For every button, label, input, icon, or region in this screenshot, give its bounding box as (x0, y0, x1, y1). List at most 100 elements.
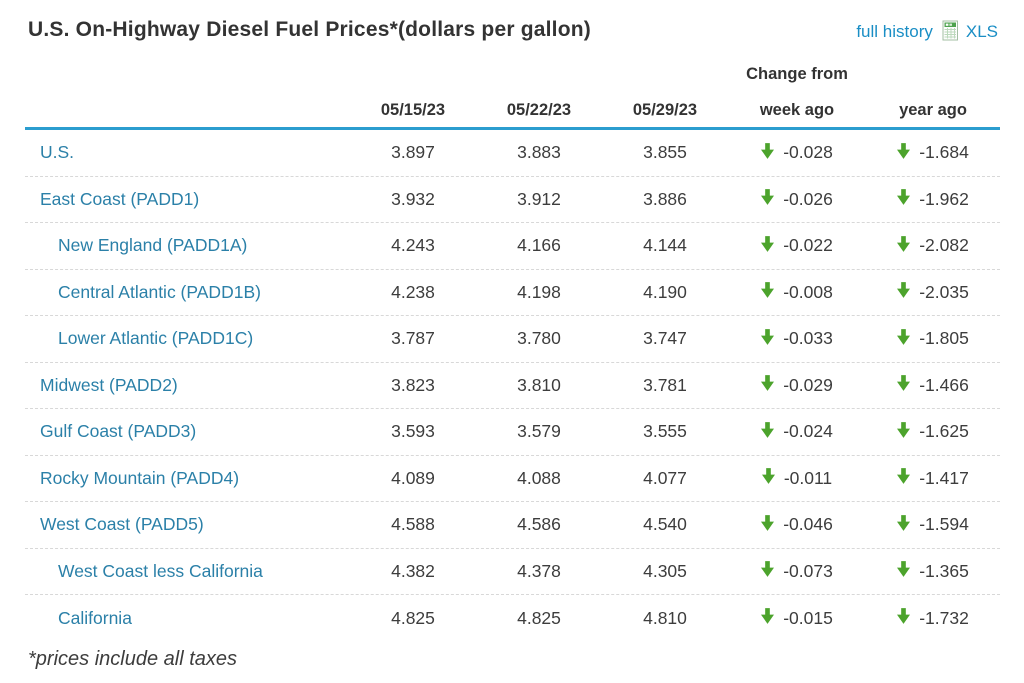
price-value: 3.883 (517, 142, 561, 163)
down-arrow-icon (897, 561, 911, 582)
price-value: 3.855 (643, 142, 687, 163)
year-change-cell: -1.732 (866, 607, 1000, 629)
year-change-cell: -1.962 (866, 188, 1000, 210)
price-value: 3.781 (643, 374, 687, 395)
region-link[interactable]: West Coast (PADD5) (40, 514, 204, 535)
week-change-value: -0.024 (783, 421, 833, 442)
table-row: U.S. 3.897 3.883 3.855 -0.028 -1.684 (25, 130, 1000, 177)
week-change-value: -0.015 (783, 607, 833, 628)
date-column-header: 05/29/23 (632, 101, 698, 119)
week-change-value: -0.011 (783, 467, 833, 488)
region-link[interactable]: Lower Atlantic (PADD1C) (58, 328, 254, 349)
price-value: 3.810 (517, 374, 561, 395)
week-change-cell: -0.046 (728, 514, 866, 536)
price-value: 3.823 (391, 374, 435, 395)
region-link[interactable]: New England (PADD1A) (58, 235, 248, 256)
price-value: 4.243 (391, 235, 435, 256)
down-arrow-icon (897, 468, 911, 489)
week-change-cell: -0.022 (728, 235, 866, 257)
table-row: New England (PADD1A) 4.243 4.166 4.144 -… (25, 223, 1000, 270)
down-arrow-icon (897, 189, 911, 210)
region-link[interactable]: Midwest (PADD2) (40, 374, 178, 395)
table-row: California 4.825 4.825 4.810 -0.015 -1.7… (25, 595, 1000, 642)
down-arrow-icon (761, 189, 775, 210)
page-title: U.S. On-Highway Diesel Fuel Prices*(doll… (28, 18, 591, 41)
price-value: 4.825 (391, 607, 435, 628)
down-arrow-icon (761, 421, 775, 443)
year-change-cell: -1.466 (866, 374, 1000, 396)
region-link[interactable]: California (58, 607, 132, 628)
region-link[interactable]: U.S. (40, 142, 75, 163)
diesel-price-table: Change from 05/15/23 05/22/23 05/29/23 w… (25, 58, 1000, 642)
week-change-value: -0.028 (783, 142, 833, 163)
region-link[interactable]: Rocky Mountain (PADD4) (40, 467, 240, 488)
change-from-label: Change from (746, 64, 848, 83)
week-change-cell: -0.029 (728, 374, 866, 396)
year-change-value: -1.625 (919, 421, 969, 442)
price-value: 4.088 (517, 467, 561, 488)
header-links: full history XLS (856, 20, 998, 43)
region-link[interactable]: West Coast less California (58, 560, 263, 581)
down-arrow-icon (761, 468, 775, 489)
year-change-cell: -1.594 (866, 514, 1000, 536)
region-link[interactable]: East Coast (PADD1) (40, 188, 200, 209)
week-change-value: -0.046 (783, 514, 833, 535)
year-change-value: -1.732 (919, 607, 969, 628)
date-column-header: 05/15/23 (380, 101, 446, 119)
price-value: 4.540 (643, 514, 687, 535)
full-history-link[interactable]: full history (856, 21, 933, 41)
region-link[interactable]: Central Atlantic (PADD1B) (58, 281, 261, 302)
xls-file-icon[interactable] (941, 20, 959, 46)
week-change-cell: -0.028 (728, 142, 866, 164)
year-change-value: -2.035 (919, 281, 969, 302)
down-arrow-icon (761, 514, 775, 536)
week-change-value: -0.008 (783, 281, 833, 302)
down-arrow-icon (761, 328, 775, 350)
year-change-cell: -1.805 (866, 328, 1000, 350)
price-value: 3.593 (391, 421, 435, 442)
down-arrow-icon (897, 142, 911, 164)
table-row: Lower Atlantic (PADD1C) 3.787 3.780 3.74… (25, 316, 1000, 363)
week-change-value: -0.026 (783, 188, 833, 209)
week-ago-column-header: week ago (759, 101, 835, 119)
price-value: 3.780 (517, 328, 561, 349)
price-value: 4.198 (517, 281, 561, 302)
week-change-value: -0.022 (783, 235, 833, 256)
year-change-value: -1.365 (919, 560, 969, 581)
xls-link[interactable]: XLS (965, 21, 998, 41)
price-value: 4.144 (643, 235, 687, 256)
price-value: 4.077 (643, 467, 687, 488)
price-value: 3.579 (517, 421, 561, 442)
date-column-header: 05/22/23 (506, 101, 572, 119)
down-arrow-icon (761, 375, 775, 396)
down-arrow-icon (761, 282, 775, 303)
table-row: Central Atlantic (PADD1B) 4.238 4.198 4.… (25, 270, 1000, 316)
table-row: Gulf Coast (PADD3) 3.593 3.579 3.555 -0.… (25, 409, 1000, 456)
year-ago-column-header: year ago (899, 101, 967, 119)
week-change-cell: -0.011 (728, 467, 866, 489)
price-value: 3.555 (643, 421, 687, 442)
down-arrow-icon (761, 235, 775, 257)
table-row: West Coast (PADD5) 4.588 4.586 4.540 -0.… (25, 502, 1000, 549)
down-arrow-icon (761, 608, 775, 629)
down-arrow-icon (761, 561, 775, 582)
week-change-cell: -0.024 (728, 421, 866, 443)
year-change-cell: -2.082 (866, 235, 1000, 257)
down-arrow-icon (897, 328, 911, 350)
down-arrow-icon (897, 375, 911, 396)
price-value: 3.747 (643, 328, 687, 349)
down-arrow-icon (897, 421, 911, 443)
price-value: 4.588 (391, 514, 435, 535)
down-arrow-icon (897, 282, 911, 303)
year-change-value: -1.417 (919, 467, 969, 488)
down-arrow-icon (897, 514, 911, 536)
week-change-cell: -0.008 (728, 281, 866, 303)
price-value: 4.166 (517, 235, 561, 256)
region-link[interactable]: Gulf Coast (PADD3) (40, 421, 197, 442)
price-value: 3.932 (391, 188, 435, 209)
table-row: Rocky Mountain (PADD4) 4.089 4.088 4.077… (25, 456, 1000, 502)
week-change-value: -0.029 (783, 374, 833, 395)
week-change-cell: -0.026 (728, 188, 866, 210)
year-change-value: -1.684 (919, 142, 969, 163)
table-row: Midwest (PADD2) 3.823 3.810 3.781 -0.029… (25, 363, 1000, 409)
